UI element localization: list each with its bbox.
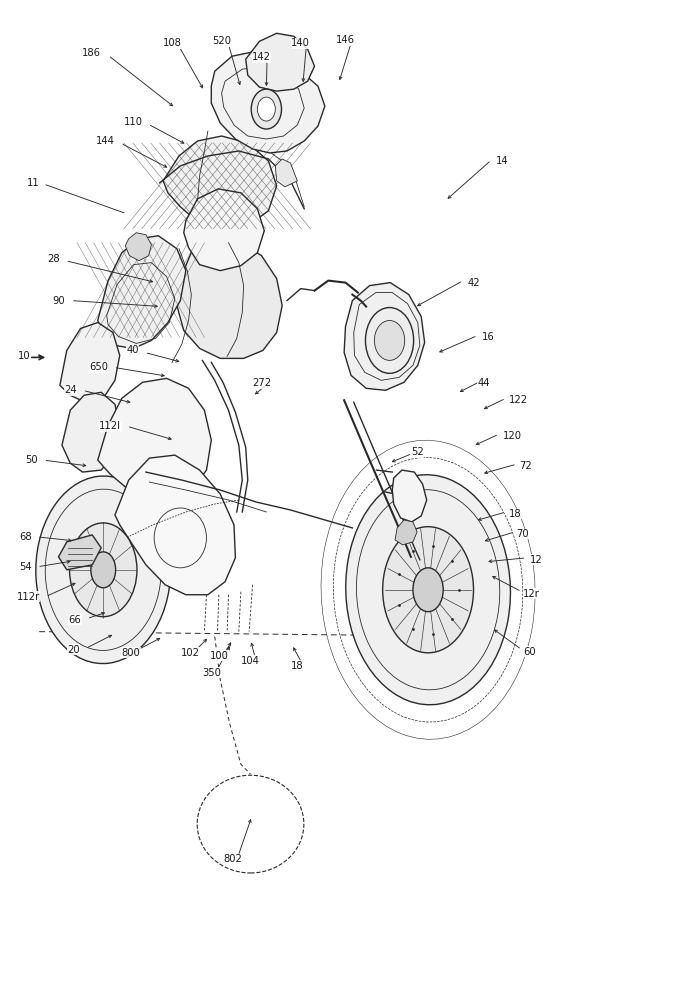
Polygon shape: [62, 392, 120, 472]
Text: 350: 350: [202, 668, 221, 678]
Text: 42: 42: [467, 278, 480, 288]
Polygon shape: [275, 159, 297, 187]
Polygon shape: [59, 535, 101, 570]
Text: 14: 14: [495, 156, 508, 166]
Text: 68: 68: [19, 532, 32, 542]
Polygon shape: [97, 378, 211, 502]
Text: 140: 140: [292, 38, 310, 48]
Polygon shape: [125, 233, 151, 261]
Text: 650: 650: [89, 362, 108, 372]
Text: 10: 10: [18, 351, 30, 361]
Text: 122: 122: [509, 395, 529, 405]
Text: 11: 11: [26, 178, 39, 188]
Polygon shape: [115, 455, 236, 595]
Text: 272: 272: [252, 378, 271, 388]
Ellipse shape: [375, 320, 405, 360]
Text: 54: 54: [19, 562, 32, 572]
Text: 66: 66: [68, 615, 82, 625]
Text: 120: 120: [502, 431, 522, 441]
Ellipse shape: [91, 552, 115, 588]
Text: 100: 100: [209, 651, 228, 661]
Ellipse shape: [258, 97, 275, 121]
Text: 52: 52: [411, 447, 424, 457]
Text: 142: 142: [252, 52, 271, 62]
Polygon shape: [60, 322, 120, 402]
Text: 108: 108: [162, 38, 182, 48]
Polygon shape: [211, 51, 325, 153]
Text: 44: 44: [477, 378, 490, 388]
Polygon shape: [395, 520, 417, 545]
Text: 50: 50: [26, 455, 38, 465]
Text: 90: 90: [53, 296, 66, 306]
Text: 800: 800: [122, 648, 140, 658]
Text: 18: 18: [509, 509, 522, 519]
Text: 20: 20: [67, 645, 80, 655]
Ellipse shape: [70, 523, 137, 617]
Text: 40: 40: [126, 345, 139, 355]
Ellipse shape: [252, 89, 281, 129]
Text: 802: 802: [223, 854, 242, 864]
Text: 60: 60: [523, 647, 536, 657]
Text: 110: 110: [124, 117, 142, 127]
Text: 72: 72: [519, 461, 531, 471]
Text: 104: 104: [240, 656, 259, 666]
Text: 70: 70: [516, 529, 529, 539]
Ellipse shape: [413, 568, 443, 612]
Text: 112r: 112r: [17, 592, 40, 602]
Ellipse shape: [383, 527, 473, 653]
Polygon shape: [184, 189, 264, 271]
Text: 18: 18: [291, 661, 303, 671]
Polygon shape: [344, 283, 425, 390]
Text: 112l: 112l: [99, 421, 121, 431]
Polygon shape: [177, 237, 282, 358]
Ellipse shape: [366, 308, 414, 373]
Text: 520: 520: [212, 36, 231, 46]
Text: 12r: 12r: [523, 589, 540, 599]
Text: 12: 12: [530, 555, 542, 565]
Text: 16: 16: [482, 332, 495, 342]
Text: 102: 102: [180, 648, 200, 658]
Text: 146: 146: [336, 35, 355, 45]
Polygon shape: [392, 470, 427, 522]
Text: 186: 186: [82, 48, 101, 58]
Text: 24: 24: [64, 385, 77, 395]
Text: 28: 28: [47, 254, 60, 264]
Ellipse shape: [36, 476, 171, 664]
Ellipse shape: [346, 475, 511, 705]
Polygon shape: [246, 33, 314, 91]
Polygon shape: [97, 236, 186, 348]
Text: 144: 144: [96, 136, 115, 146]
Polygon shape: [163, 136, 276, 231]
